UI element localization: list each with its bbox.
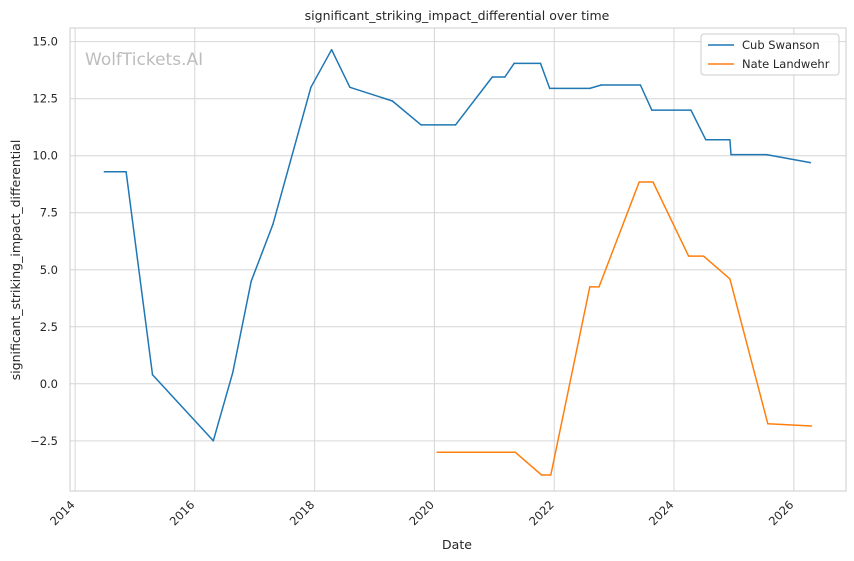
data-point-cub-swanson (730, 153, 732, 156)
legend-box (700, 33, 840, 76)
y-tick-label: 12.5 (32, 92, 58, 106)
data-point-cub-swanson (539, 62, 542, 65)
x-tick-labels: 2014 2016 2018 2020 2022 2024 2026 (47, 498, 796, 529)
x-tick-label: 2020 (406, 498, 437, 529)
y-tick-label: −2.5 (30, 434, 58, 448)
x-tick-label: 2022 (526, 498, 557, 529)
data-point-cub-swanson (651, 109, 653, 111)
legend-label-cub-swanson: Cub Swanson (742, 38, 820, 52)
x-tick-label: 2024 (646, 498, 677, 529)
x-tick-label: 2016 (167, 498, 198, 529)
series-line-cub-swanson (104, 48, 811, 442)
data-point-nate-landwehr (652, 181, 654, 183)
data-point-nate-landwehr (598, 286, 600, 288)
data-point-cub-swanson (232, 371, 234, 374)
data-point-cub-swanson (420, 124, 422, 126)
y-grid-lines (70, 41, 846, 442)
data-point-nate-landwehr (638, 181, 640, 183)
data-point-nate-landwehr (702, 255, 705, 257)
data-point-cub-swanson (705, 139, 707, 141)
watermark-text: WolfTickets.AI (85, 50, 203, 70)
data-point-nate-landwehr (729, 278, 731, 280)
data-point-cub-swanson (765, 153, 768, 156)
data-point-cub-swanson (639, 84, 642, 86)
legend: Cub Swanson Nate Landwehr (700, 33, 840, 76)
y-tick-label: 2.5 (40, 320, 58, 334)
data-point-nate-landwehr (540, 474, 543, 476)
data-point-nate-landwehr (589, 286, 591, 288)
chart-title: significant_striking_impact_differential… (305, 8, 610, 23)
data-point-cub-swanson (548, 87, 551, 90)
data-point-cub-swanson (310, 86, 312, 89)
y-tick-label: 10.0 (32, 149, 58, 163)
grid (70, 28, 846, 491)
series-layer (103, 48, 813, 476)
data-point-nate-landwehr (436, 451, 438, 453)
legend-label-nate-landwehr: Nate Landwehr (742, 57, 830, 71)
data-point-cub-swanson (729, 139, 731, 141)
data-point-cub-swanson (809, 161, 812, 164)
data-point-cub-swanson (151, 373, 154, 376)
data-point-cub-swanson (330, 48, 333, 51)
data-point-cub-swanson (391, 100, 394, 102)
x-tick-label: 2014 (47, 498, 78, 529)
y-axis-label: significant_striking_impact_differential (8, 140, 23, 381)
y-tick-label: 5.0 (40, 263, 58, 277)
y-tick-label: 7.5 (40, 206, 58, 220)
data-point-cub-swanson (250, 280, 252, 282)
data-point-cub-swanson (600, 84, 603, 86)
y-tick-label: 15.0 (32, 35, 58, 49)
data-point-cub-swanson (504, 76, 506, 78)
x-axis-label: Date (442, 537, 472, 552)
data-point-nate-landwehr (767, 422, 769, 425)
data-point-nate-landwehr (810, 425, 813, 427)
data-point-cub-swanson (125, 170, 127, 173)
data-point-nate-landwehr (550, 474, 552, 476)
data-point-cub-swanson (212, 440, 215, 442)
data-point-cub-swanson (272, 223, 274, 225)
data-point-cub-swanson (103, 170, 106, 173)
data-point-cub-swanson (589, 87, 591, 90)
y-tick-label: 0.0 (40, 377, 58, 391)
data-point-nate-landwehr (687, 255, 690, 257)
x-tick-label: 2026 (766, 498, 797, 529)
data-point-cub-swanson (349, 86, 351, 89)
x-tick-label: 2018 (287, 498, 318, 529)
series-line-nate-landwehr (437, 181, 812, 476)
x-grid-lines (74, 28, 795, 491)
data-point-cub-swanson (454, 124, 457, 126)
y-tick-labels: −2.5 0.0 2.5 5.0 7.5 10.0 12.5 15.0 (30, 35, 58, 448)
data-point-nate-landwehr (514, 451, 516, 453)
data-point-cub-swanson (513, 62, 515, 65)
plot-area-frame (69, 27, 847, 492)
data-point-cub-swanson (491, 76, 494, 78)
data-point-cub-swanson (690, 109, 692, 111)
